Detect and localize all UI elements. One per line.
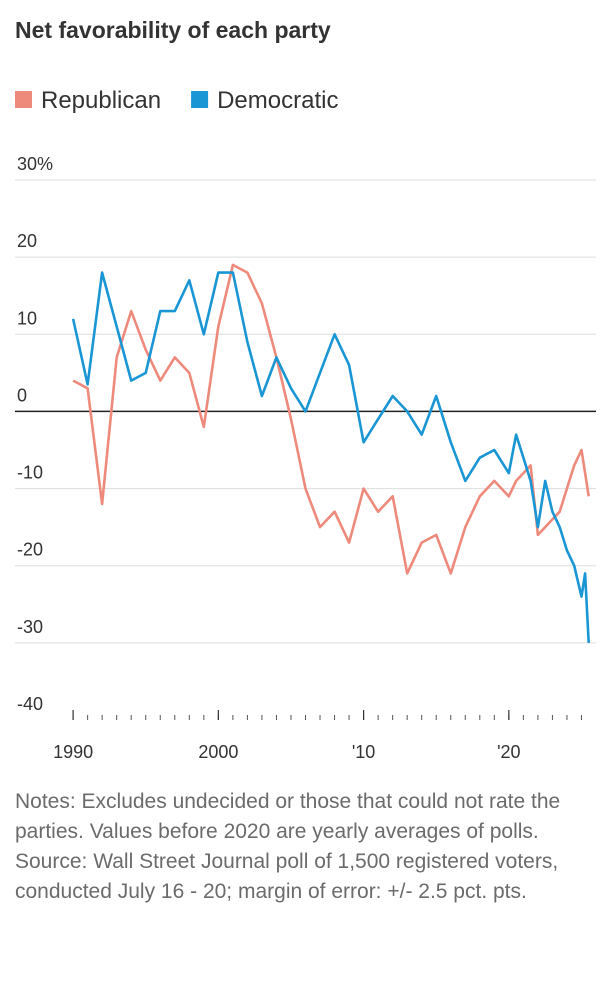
x-tick-label: 2000 [198,742,238,762]
series-line [72,263,590,575]
notes-block: Notes: Excludes undecided or those that … [15,787,585,907]
x-tick-label: '10 [352,742,375,762]
y-tick-label: 0 [17,385,27,405]
y-tick-label: -20 [17,540,43,560]
x-tick-label: '20 [497,742,520,762]
y-tick-label: -40 [17,694,43,714]
legend-label: Democratic [217,87,338,114]
y-tick-label: -10 [17,463,43,483]
legend-label: Republican [41,87,161,114]
chart: Net favorability of each party Republica… [15,17,596,762]
y-tick-label: 10 [17,308,37,328]
series-line [71,271,590,643]
notes: Notes: Excludes undecided or those that … [15,790,561,843]
x-tick-label: 1990 [53,742,93,762]
y-tick-label: 20 [17,231,37,251]
legend-swatch [191,91,209,108]
y-tick-label: -30 [17,617,43,637]
y-tick-label: 30% [17,154,53,174]
chart-title: Net favorability of each party [15,17,331,43]
legend-swatch [15,91,32,108]
source: Source: Wall Street Journal poll of 1,50… [15,850,559,903]
